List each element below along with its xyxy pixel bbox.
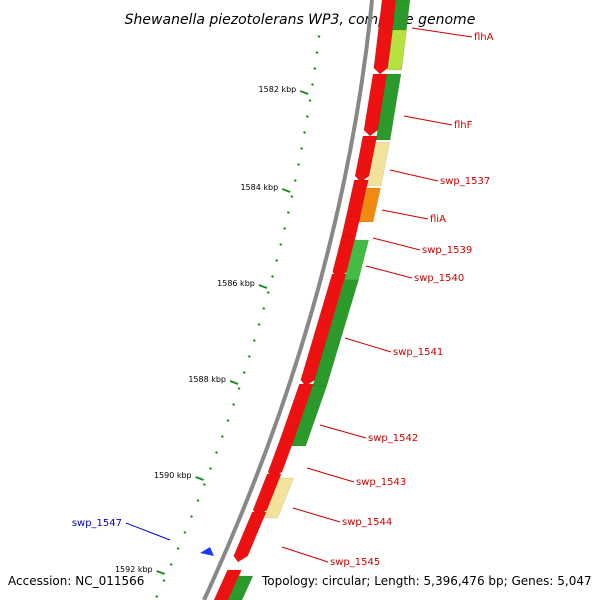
minor-tick bbox=[308, 99, 312, 102]
minor-tick bbox=[196, 499, 200, 502]
major-tick bbox=[195, 476, 205, 481]
minor-tick bbox=[242, 371, 246, 374]
minor-tick bbox=[155, 595, 159, 598]
minor-tick bbox=[279, 243, 283, 246]
gene-block bbox=[375, 73, 402, 141]
gene-label: swp_1545 bbox=[330, 557, 380, 568]
gene-block bbox=[263, 477, 295, 519]
gene-label: swp_1537 bbox=[440, 176, 490, 187]
leader-line bbox=[125, 522, 171, 541]
gene-label: swp_1544 bbox=[342, 517, 392, 528]
tick-marks: 1582 kbp 1584 kbp 1586 kbp 1588 kbp 1590 kbp… bbox=[115, 35, 321, 598]
minor-tick bbox=[226, 419, 230, 422]
tick-label: 1582 kbp bbox=[259, 85, 297, 94]
tick-label: 1586 kbp bbox=[217, 279, 255, 288]
gene-block bbox=[291, 385, 328, 447]
gene-label: swp_1543 bbox=[356, 477, 406, 488]
leader-line bbox=[344, 337, 392, 353]
minor-tick bbox=[190, 515, 193, 518]
gene-features bbox=[200, 0, 411, 600]
minor-tick bbox=[247, 355, 251, 358]
major-tick bbox=[281, 188, 291, 193]
minor-tick bbox=[215, 451, 218, 454]
gene-label: swp_1541 bbox=[393, 347, 443, 358]
minor-tick bbox=[315, 51, 319, 54]
gene-label: swp_1547 bbox=[72, 518, 122, 529]
minor-tick bbox=[313, 67, 317, 70]
gene-label: flhF bbox=[454, 120, 473, 131]
backbone-arc bbox=[202, 0, 374, 600]
leader-line bbox=[403, 115, 453, 126]
leader-line bbox=[292, 507, 341, 523]
minor-tick bbox=[303, 131, 307, 134]
minor-tick bbox=[311, 83, 314, 86]
leader-line bbox=[372, 237, 421, 251]
leader-line bbox=[306, 467, 355, 483]
gene-block bbox=[358, 187, 381, 223]
leader-line bbox=[411, 27, 473, 38]
gene-label: flhA bbox=[474, 32, 494, 43]
gene-block bbox=[267, 437, 295, 479]
gene-block bbox=[300, 273, 347, 387]
major-tick bbox=[229, 380, 239, 385]
tick-label: 1584 kbp bbox=[240, 183, 278, 192]
leader-line bbox=[389, 169, 439, 182]
gene-label: fliA bbox=[430, 214, 446, 225]
gene-marker bbox=[200, 547, 214, 556]
leader-line bbox=[281, 546, 329, 563]
minor-tick bbox=[169, 563, 173, 566]
topology-text: Topology: circular; Length: 5,396,476 bp… bbox=[262, 574, 592, 588]
minor-tick bbox=[252, 339, 256, 342]
tick-label: 1592 kbp bbox=[115, 565, 153, 574]
minor-tick bbox=[209, 467, 212, 470]
gene-block bbox=[227, 575, 254, 600]
minor-tick bbox=[176, 547, 180, 550]
minor-tick bbox=[293, 179, 297, 182]
tick-label: 1590 kbp bbox=[154, 471, 192, 480]
gene-labels: flhA flhF swp_1537 fliA swp_1539 swp_1540 swp_… bbox=[72, 27, 494, 568]
minor-tick bbox=[162, 579, 166, 582]
major-tick bbox=[299, 90, 309, 95]
leader-line bbox=[381, 209, 429, 220]
minor-tick bbox=[275, 259, 279, 262]
gene-label: swp_1540 bbox=[414, 273, 464, 284]
minor-tick bbox=[257, 323, 261, 326]
minor-tick bbox=[202, 483, 206, 486]
tick-label: 1588 kbp bbox=[188, 375, 226, 384]
minor-tick bbox=[232, 403, 236, 406]
gene-block bbox=[363, 73, 388, 137]
gene-block bbox=[373, 0, 397, 75]
genome-backbone bbox=[202, 0, 374, 600]
minor-tick bbox=[271, 275, 274, 278]
minor-tick bbox=[300, 147, 304, 150]
gene-label: swp_1542 bbox=[368, 433, 418, 444]
minor-tick bbox=[266, 291, 270, 294]
gene-block bbox=[366, 141, 391, 187]
minor-tick bbox=[286, 211, 290, 214]
minor-tick bbox=[297, 163, 300, 166]
gene-block bbox=[213, 569, 242, 600]
gene-block bbox=[354, 135, 378, 183]
map-title: Shewanella piezotolerans WP3, complete g… bbox=[125, 12, 476, 28]
gene-label: swp_1539 bbox=[422, 245, 472, 256]
gene-block bbox=[387, 29, 407, 71]
leader-line bbox=[365, 265, 413, 279]
minor-tick bbox=[317, 35, 321, 38]
minor-tick bbox=[237, 387, 241, 390]
minor-tick bbox=[283, 227, 287, 230]
minor-tick bbox=[183, 531, 187, 534]
minor-tick bbox=[220, 435, 224, 438]
accession-text: Accession: NC_011566 bbox=[8, 574, 145, 588]
minor-tick bbox=[305, 115, 309, 118]
gene-block bbox=[233, 511, 267, 563]
minor-tick bbox=[290, 195, 294, 198]
minor-tick bbox=[262, 307, 266, 310]
leader-line bbox=[319, 424, 367, 439]
major-tick bbox=[156, 570, 165, 575]
major-tick bbox=[258, 284, 268, 289]
